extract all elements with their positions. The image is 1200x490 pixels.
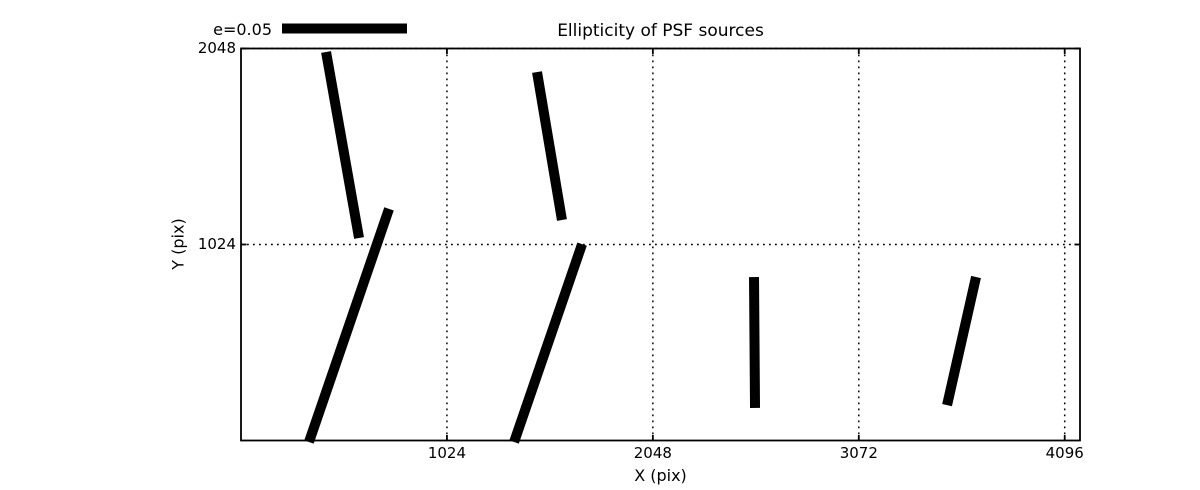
ellipticity-stick [321,51,364,239]
x-axis-label: X (pix) [634,466,687,485]
legend-scale-bar [282,23,407,34]
legend-label: e=0.05 [213,20,272,39]
ellipticity-stick [304,207,394,444]
ellipticity-stick [509,242,587,444]
x-tick-label: 2048 [633,444,672,462]
ellipticity-stick [532,71,567,221]
chart-title: Ellipticity of PSF sources [557,21,764,41]
x-tick-label: 3072 [839,444,878,462]
ellipticity-stick [749,277,761,408]
y-tick-label: 2048 [197,38,236,57]
ellipticity-stick [942,275,981,407]
axes-frame [240,47,1081,442]
x-tick-label: 4096 [1045,444,1084,462]
y-tick-label: 1024 [197,234,236,253]
x-tick-label: 1024 [427,444,467,462]
